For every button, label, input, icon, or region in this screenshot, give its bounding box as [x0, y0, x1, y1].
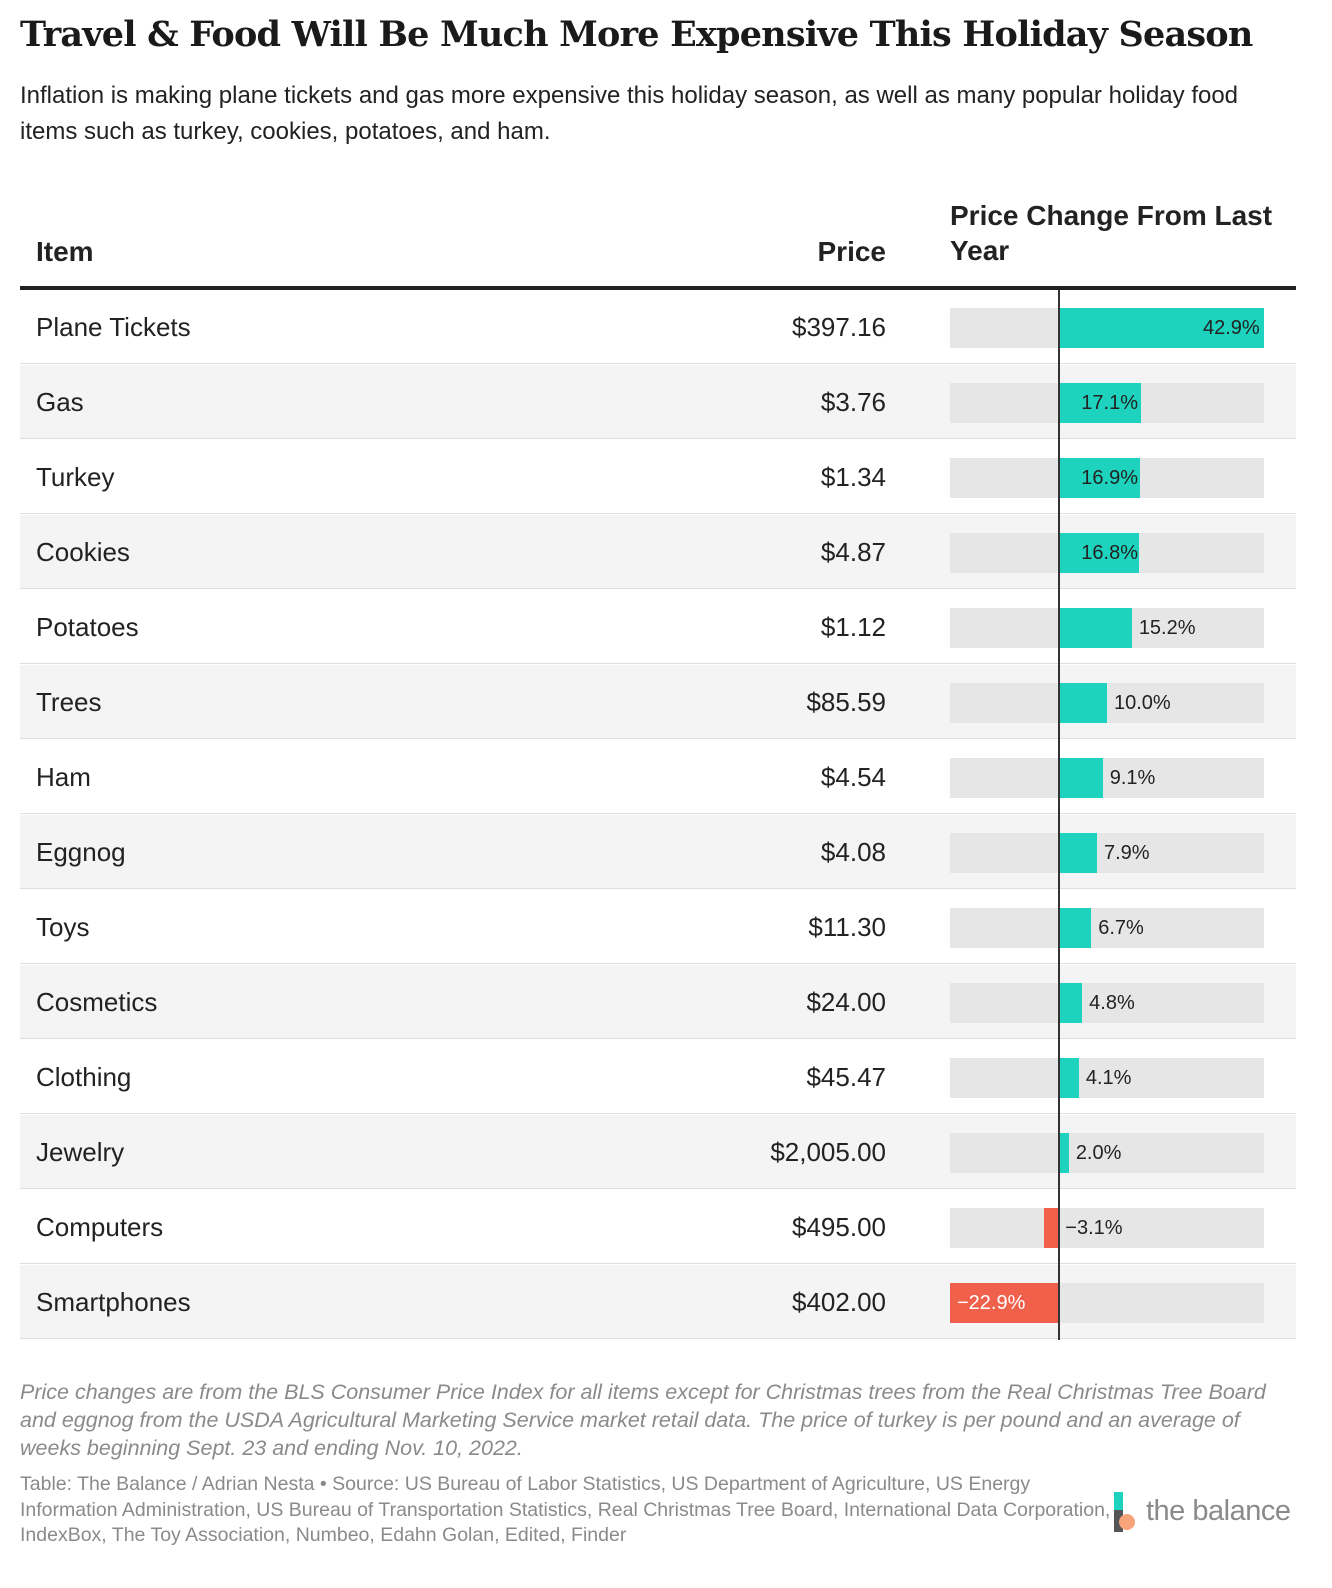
change-bar — [1059, 1058, 1079, 1098]
change-label: 2.0% — [1075, 1142, 1122, 1164]
price-value: $4.87 — [820, 537, 886, 567]
item-label: Cosmetics — [36, 987, 158, 1017]
brand-logo: the balance — [1114, 1492, 1314, 1532]
price-value: $4.08 — [820, 837, 886, 867]
change-label: −22.9% — [957, 1292, 1026, 1314]
change-bar — [1059, 833, 1097, 873]
zero-axis-line — [1058, 290, 1060, 1340]
chart-subtitle: Inflation is making plane tickets and ga… — [20, 82, 1239, 145]
item-label: Turkey — [36, 462, 115, 492]
item-label: Plane Tickets — [36, 312, 191, 342]
bar-track — [950, 1208, 1264, 1248]
price-value: $1.12 — [820, 612, 886, 642]
price-value: $1.34 — [820, 462, 886, 492]
chart-title: Travel & Food Will Be Much More Expensiv… — [20, 14, 1253, 55]
item-label: Trees — [36, 687, 102, 717]
change-label: 42.9% — [1203, 317, 1260, 339]
change-label: 16.8% — [1081, 542, 1138, 564]
item-label: Cookies — [36, 537, 130, 567]
logo-text: the balance — [1146, 1495, 1291, 1527]
change-label: 9.1% — [1109, 767, 1156, 789]
bar-track — [950, 683, 1264, 723]
change-bar — [1059, 683, 1107, 723]
table-row: Jewelry $2,005.00 2.0% — [20, 1115, 1296, 1189]
balance-logo-icon — [1114, 1492, 1135, 1532]
change-label: 17.1% — [1081, 392, 1138, 414]
change-bar — [1059, 383, 1141, 423]
change-bar — [1059, 458, 1140, 498]
item-label: Clothing — [36, 1062, 132, 1092]
change-label: 7.9% — [1103, 842, 1150, 864]
bar-track — [950, 833, 1264, 873]
price-value: $24.00 — [806, 987, 886, 1017]
table-row: Clothing $45.47 4.1% — [20, 1040, 1296, 1114]
price-value: $495.00 — [792, 1212, 886, 1242]
column-header-price-change: Price Change From Last Year — [950, 200, 1273, 266]
price-value: $85.59 — [806, 687, 886, 717]
price-value: $402.00 — [792, 1287, 886, 1317]
header-rule — [20, 286, 1296, 290]
change-bar — [1059, 608, 1132, 648]
table-row: Plane Tickets $397.16 42.9% — [20, 290, 1296, 364]
price-value: $4.54 — [820, 762, 886, 792]
item-label: Gas — [36, 387, 84, 417]
table-row: Cosmetics $24.00 4.8% — [20, 965, 1296, 1039]
change-bar — [1059, 758, 1103, 798]
item-label: Eggnog — [36, 837, 126, 867]
table-row: Gas $3.76 17.1% — [20, 365, 1296, 439]
change-bar — [1059, 308, 1264, 348]
price-value: $2,005.00 — [770, 1137, 886, 1167]
table-row: Cookies $4.87 16.8% — [20, 515, 1296, 589]
change-label: 4.8% — [1089, 992, 1135, 1014]
table-row: Toys $11.30 6.7% — [20, 890, 1296, 964]
item-label: Smartphones — [36, 1287, 191, 1317]
item-label: Ham — [36, 762, 91, 792]
change-bar — [950, 1283, 1060, 1323]
column-header-price: Price — [817, 236, 887, 267]
table-row: Eggnog $4.08 7.9% — [20, 815, 1296, 889]
column-header-item: Item — [36, 236, 94, 267]
table-row: Ham $4.54 9.1% — [20, 740, 1296, 814]
price-value: $3.76 — [820, 387, 886, 417]
change-label: 15.2% — [1138, 617, 1196, 639]
change-label: 4.1% — [1085, 1067, 1132, 1089]
change-bar — [1059, 533, 1140, 573]
change-bar — [1044, 1208, 1060, 1248]
item-label: Jewelry — [36, 1137, 125, 1167]
item-label: Computers — [36, 1212, 164, 1242]
source-credit: Table: The Balance / Adrian Nesta • Sour… — [20, 1473, 1111, 1546]
item-label: Potatoes — [36, 612, 139, 642]
bar-track — [950, 1133, 1264, 1173]
change-label: −3.1% — [1065, 1217, 1123, 1239]
change-bar — [1059, 908, 1092, 948]
change-bar — [1059, 983, 1083, 1023]
table-row: Smartphones $402.00 −22.9% — [20, 1265, 1296, 1339]
bar-track — [950, 908, 1264, 948]
change-label: 10.0% — [1114, 692, 1171, 714]
bar-track — [950, 1058, 1264, 1098]
price-value: $45.47 — [806, 1062, 886, 1092]
table-row: Trees $85.59 10.0% — [20, 665, 1296, 739]
footnote: Price changes are from the BLS Consumer … — [20, 1380, 1266, 1460]
table-row: Potatoes $1.12 15.2% — [20, 590, 1296, 664]
table-row: Turkey $1.34 16.9% — [20, 440, 1296, 514]
price-value: $397.16 — [792, 312, 886, 342]
bar-track — [950, 758, 1264, 798]
table-row: Computers $495.00 −3.1% — [20, 1190, 1296, 1264]
change-label: 6.7% — [1098, 917, 1144, 939]
bar-track — [950, 983, 1264, 1023]
change-bar — [1059, 1133, 1069, 1173]
change-label: 16.9% — [1081, 467, 1138, 489]
item-label: Toys — [36, 912, 90, 942]
price-value: $11.30 — [808, 912, 886, 942]
